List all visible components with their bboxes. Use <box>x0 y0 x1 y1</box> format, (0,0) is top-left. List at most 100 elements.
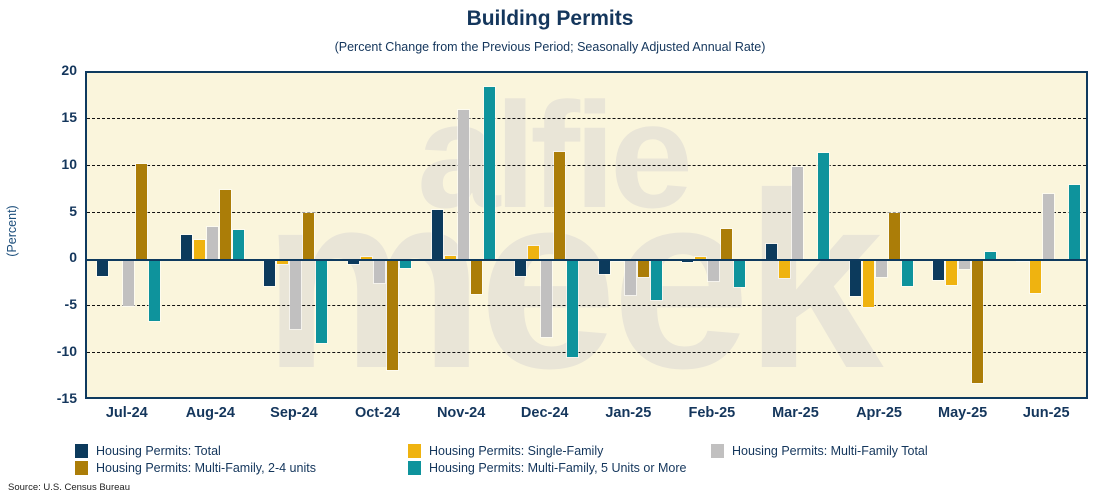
bar <box>901 260 913 286</box>
y-axis-label: (Percent) <box>5 205 19 257</box>
bar <box>650 260 662 300</box>
bar <box>206 226 218 261</box>
bar <box>541 260 553 338</box>
bar <box>264 260 276 286</box>
bar <box>734 260 746 287</box>
bar <box>946 260 958 285</box>
bar <box>695 256 707 261</box>
y-tick-label: 15 <box>61 108 77 125</box>
gridline <box>87 305 1086 307</box>
bar <box>136 163 148 261</box>
bar <box>765 243 777 261</box>
bar <box>875 260 887 278</box>
bar <box>400 260 412 268</box>
plot-area: alfie meek <box>85 71 1088 399</box>
legend-item: Housing Permits: Multi-Family Total <box>711 444 928 458</box>
bar <box>624 260 636 296</box>
source-note: Source: U.S. Census Bureau <box>8 482 130 493</box>
bar <box>637 260 649 278</box>
legend-swatch-icon <box>75 444 88 458</box>
bar <box>1068 185 1080 261</box>
x-tick-label: Nov-24 <box>436 405 486 421</box>
bar <box>431 209 443 261</box>
bar <box>303 212 315 261</box>
x-tick-label: Oct-24 <box>354 405 401 421</box>
bar <box>817 152 829 261</box>
legend-swatch-icon <box>408 444 421 458</box>
x-tick-label: May-25 <box>938 405 988 421</box>
bar <box>598 260 610 274</box>
bar <box>149 260 161 322</box>
legend-swatch-icon <box>711 444 724 458</box>
y-tick-label: -15 <box>56 390 77 406</box>
bar <box>985 251 997 261</box>
bar <box>180 235 192 261</box>
legend-swatch-icon <box>408 461 421 475</box>
bar <box>515 260 527 277</box>
bar <box>567 260 579 357</box>
zero-axis-line <box>87 259 1086 262</box>
bar <box>1029 260 1041 294</box>
bar <box>1042 193 1054 261</box>
y-tick-label: 10 <box>61 155 77 172</box>
legend-label: Housing Permits: Multi-Family, 5 Units o… <box>429 461 687 475</box>
bar <box>374 260 386 283</box>
bar <box>444 255 456 261</box>
bar <box>791 166 803 261</box>
bar <box>933 260 945 281</box>
x-tick-label: Aug-24 <box>185 405 235 421</box>
bar <box>721 228 733 261</box>
bar <box>849 260 861 297</box>
bar <box>277 260 289 265</box>
bar <box>959 260 971 269</box>
bar <box>348 260 360 265</box>
x-tick-label: Apr-25 <box>856 405 902 421</box>
gridline <box>87 117 1086 119</box>
bar <box>483 87 495 261</box>
x-tick-label: Mar-25 <box>772 405 819 421</box>
bar <box>361 256 373 261</box>
bar <box>778 260 790 279</box>
bar <box>219 190 231 261</box>
legend-item: Housing Permits: Single-Family <box>408 444 711 458</box>
x-tick-label: Feb-25 <box>688 405 736 421</box>
bar <box>316 260 328 343</box>
y-tick-label: 0 <box>69 249 77 266</box>
bar <box>232 229 244 261</box>
x-tick-label: Jul-24 <box>105 405 148 421</box>
bar <box>387 260 399 371</box>
y-tick-label: 20 <box>61 62 77 78</box>
chart-subtitle: (Percent Change from the Previous Period… <box>334 40 766 54</box>
bar <box>888 212 900 261</box>
bar <box>972 260 984 384</box>
y-tick-label: -10 <box>56 343 77 360</box>
bar <box>193 239 205 261</box>
gridline <box>87 211 1086 213</box>
bar <box>123 260 135 307</box>
bar <box>554 151 566 261</box>
legend-label: Housing Permits: Multi-Family Total <box>732 444 928 458</box>
legend-item: Housing Permits: Multi-Family, 5 Units o… <box>408 461 711 475</box>
y-tick-label: 5 <box>69 202 77 219</box>
x-tick-label: Sep-24 <box>270 405 318 421</box>
bar <box>457 110 469 261</box>
gridline <box>87 164 1086 166</box>
bar <box>862 260 874 308</box>
bar <box>97 260 109 277</box>
legend-label: Housing Permits: Total <box>96 444 221 458</box>
x-tick-label: Jan-25 <box>605 405 652 421</box>
bar <box>470 260 482 295</box>
x-tick-label: Jun-25 <box>1022 405 1070 421</box>
bar <box>708 260 720 282</box>
legend-label: Housing Permits: Multi-Family, 2-4 units <box>96 461 316 475</box>
x-tick-label: Dec-24 <box>520 405 569 421</box>
bar <box>290 260 302 329</box>
legend-item: Housing Permits: Multi-Family, 2-4 units <box>75 461 408 475</box>
legend-item: Housing Permits: Total <box>75 444 408 458</box>
legend-label: Housing Permits: Single-Family <box>429 444 604 458</box>
gridline <box>87 352 1086 354</box>
y-tick-label: -5 <box>64 296 77 313</box>
legend-swatch-icon <box>75 461 88 475</box>
legend: Housing Permits: Total Housing Permits: S… <box>75 444 928 475</box>
bar <box>528 246 540 261</box>
